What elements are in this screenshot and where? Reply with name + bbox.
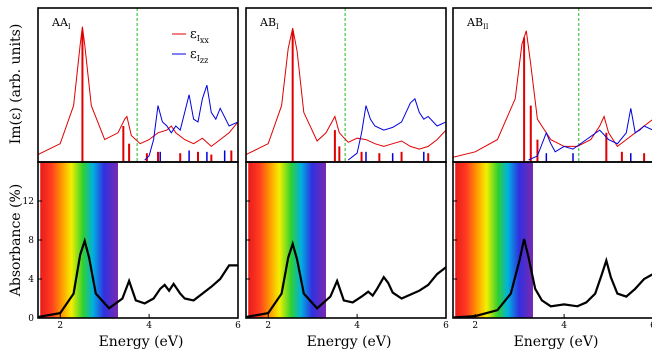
top-plot-frame <box>37 7 239 163</box>
x-tick-label: 2 <box>57 321 63 331</box>
series-zz <box>528 108 652 161</box>
visible-spectrum-band <box>40 162 118 318</box>
panel-label: ABI <box>259 16 279 31</box>
x-tick-label: 4 <box>146 321 152 331</box>
series-zz <box>144 85 238 161</box>
visible-spectrum-band <box>455 162 533 318</box>
legend-label-zz: εIzz <box>190 47 208 65</box>
x-tick-label: 2 <box>472 321 478 331</box>
y-tick-label: 0 <box>28 314 34 324</box>
x-tick-label: 6 <box>650 321 652 331</box>
y-tick-label: 12 <box>23 197 34 207</box>
series-zz <box>347 97 446 161</box>
x-tick-label: 4 <box>561 321 567 331</box>
y-tick-label: 8 <box>28 236 34 246</box>
series-xx <box>246 27 446 156</box>
x-tick-label: 6 <box>443 321 449 331</box>
legend: εIxx εIzz <box>172 27 209 65</box>
top-plot-frame <box>245 7 447 163</box>
top-y-axis-label: Im(ε) (arb. units) <box>8 24 24 145</box>
panel-2: 2 4 6 ABI Energy (eV) <box>245 7 449 350</box>
x-axis-label: Energy (eV) <box>307 334 392 350</box>
x-axis-label: Energy (eV) <box>99 334 184 350</box>
panel-3: 2 4 6 ABII Energy (eV) <box>452 7 652 350</box>
series-xx <box>453 30 652 158</box>
legend-label-xx: εIxx <box>190 27 209 45</box>
panel-label: ABII <box>466 16 489 31</box>
absorbance-curve <box>38 237 238 318</box>
visible-spectrum-band <box>248 162 326 318</box>
x-axis-label: Energy (eV) <box>514 334 599 350</box>
panel-label: AAI <box>51 16 71 31</box>
absorbance-curve <box>246 240 446 318</box>
x-tick-label: 2 <box>265 321 271 331</box>
y-tick-label: 4 <box>28 275 34 285</box>
top-plot-frame <box>452 7 652 163</box>
bottom-y-axis-label: Absorbance (%) <box>8 184 24 298</box>
panel-1: 2 4 6 0 4 8 12 AAI Energy (eV) <box>23 7 241 350</box>
x-tick-label: 4 <box>354 321 360 331</box>
x-tick-label: 6 <box>235 321 241 331</box>
series-xx <box>38 26 238 156</box>
absorbance-curve <box>453 238 652 318</box>
